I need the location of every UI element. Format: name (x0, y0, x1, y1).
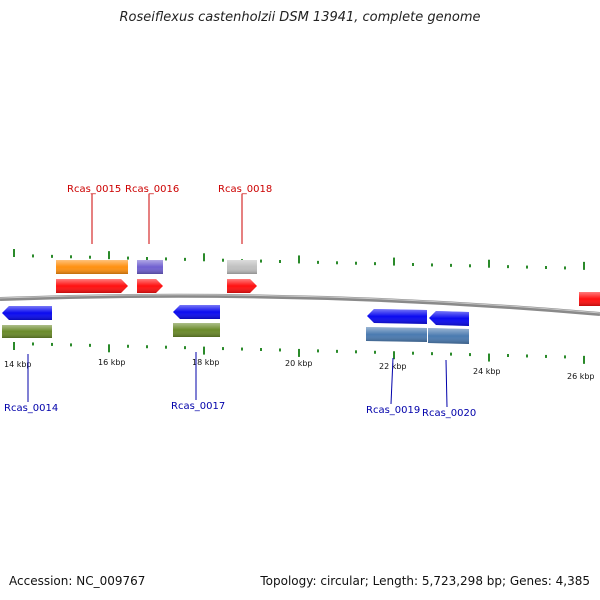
cog-block-shade (366, 327, 427, 342)
cog-block-shade (2, 325, 52, 338)
cog-block-shade (428, 328, 469, 344)
gene-label-rcas-0019[interactable]: Rcas_0019 (366, 405, 420, 416)
cds-reverse (2, 305, 469, 326)
gene-label-rcas-0016[interactable]: Rcas_0016 (125, 184, 179, 195)
genome-backbone-highlight (0, 294, 600, 314)
leader-line-rcas-0019 (390, 357, 394, 405)
cds-arrow-shade (429, 311, 469, 326)
cds-arrow-shade (2, 306, 52, 320)
cog-block-shade (227, 260, 257, 274)
cog-blocks-forward (56, 260, 257, 274)
tick-label-18kbp: 18 kbp (192, 358, 220, 367)
cds-arrow-shade (579, 292, 600, 306)
reverse-gene-labels: Rcas_0014 Rcas_0017 Rcas_0019 Rcas_0020 (4, 352, 476, 419)
tick-label-24kbp: 24 kbp (473, 367, 501, 376)
genome-summary-text: Topology: circular; Length: 5,723,298 bp… (260, 574, 590, 588)
tick-label-20kbp: 20 kbp (285, 359, 313, 368)
tick-label-14kbp: 14 kbp (4, 360, 32, 369)
accession-text: Accession: NC_009767 (9, 574, 146, 588)
map-title: Roseiflexus castenholzii DSM 13941, comp… (119, 10, 481, 25)
tick-label-26kbp: 26 kbp (567, 372, 595, 381)
cog-blocks-reverse (2, 323, 469, 344)
gene-label-rcas-0017[interactable]: Rcas_0017 (171, 401, 225, 412)
cds-arrow-shade (56, 279, 128, 293)
leader-line-rcas-0020 (445, 359, 448, 408)
cds-arrow-shade (137, 279, 163, 293)
cog-block-shade (56, 260, 128, 274)
tick-row-top (13, 249, 585, 270)
gene-label-rcas-0020[interactable]: Rcas_0020 (422, 408, 476, 419)
tick-row-bottom (13, 342, 585, 364)
tick-labels: 14 kbp 16 kbp 18 kbp 20 kbp 22 kbp 24 kb… (4, 358, 595, 381)
cog-block-shade (137, 260, 163, 274)
tick-label-16kbp: 16 kbp (98, 358, 126, 367)
genome-backbone (0, 293, 600, 316)
cds-arrow-shade (173, 305, 220, 319)
cds-forward (56, 279, 600, 306)
cds-arrow-shade (367, 309, 427, 324)
gene-label-rcas-0014[interactable]: Rcas_0014 (4, 403, 58, 414)
forward-gene-labels: Rcas_0015 Rcas_0016 Rcas_0018 (67, 184, 272, 244)
gene-label-rcas-0015[interactable]: Rcas_0015 (67, 184, 121, 195)
cds-arrow-shade (227, 279, 257, 293)
gene-label-rcas-0018[interactable]: Rcas_0018 (218, 184, 272, 195)
cog-block-shade (173, 323, 220, 337)
